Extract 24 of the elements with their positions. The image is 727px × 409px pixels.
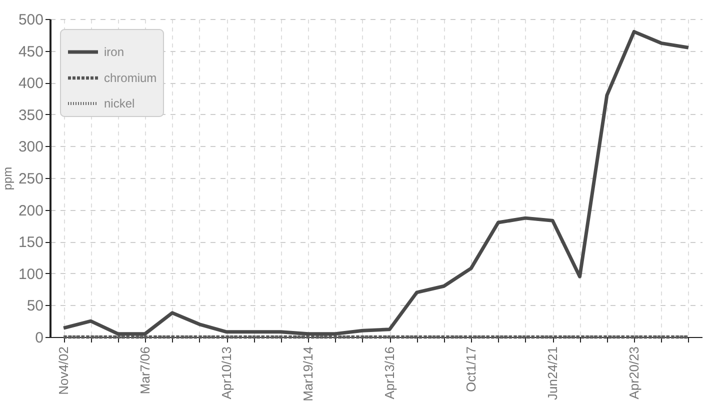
y-axis-title: ppm: [0, 166, 14, 190]
line-series: [62, 30, 690, 336]
y-tick-label: 450: [18, 43, 44, 60]
x-tick-label: Jun24/21: [545, 346, 560, 400]
y-tick-label: 400: [18, 75, 44, 92]
y-tick-label: 150: [18, 234, 44, 252]
y-tick-label: 250: [18, 170, 44, 188]
legend-label: iron: [104, 45, 124, 59]
y-tick-label: 100: [18, 266, 44, 283]
x-tick-label: Oct1/17: [464, 346, 479, 392]
x-tick-label: Apr13/16: [382, 346, 398, 400]
x-tick-label: Apr20/23: [626, 346, 642, 400]
y-tick-label: 350: [18, 106, 44, 124]
y-tick-label: 500: [18, 12, 44, 28]
x-tick-label: Mar19/14: [300, 346, 316, 402]
y-tick-label: 300: [18, 138, 44, 156]
y-tick-label: 200: [18, 202, 44, 220]
legend-label: nickel: [104, 96, 135, 110]
x-tick-label: Apr10/13: [219, 346, 234, 400]
legend-label: chromium: [104, 71, 157, 85]
x-tick-label: Nov4/02: [56, 346, 72, 395]
x-tick-label: Mar7/06: [138, 346, 153, 394]
y-tick-label: 0: [35, 330, 44, 346]
y-tick-label: 50: [26, 298, 44, 315]
